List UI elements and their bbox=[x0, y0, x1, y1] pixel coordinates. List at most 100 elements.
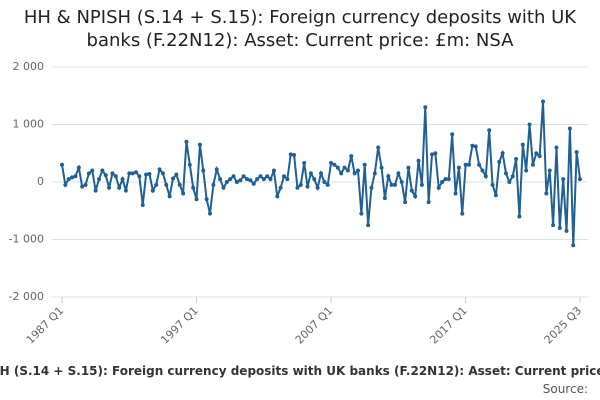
data-point bbox=[83, 182, 88, 187]
data-point bbox=[547, 168, 552, 173]
data-point bbox=[100, 168, 105, 173]
x-tick-label: 1997 Q1 bbox=[158, 304, 201, 347]
data-point bbox=[322, 180, 327, 184]
data-point bbox=[154, 182, 159, 187]
data-point bbox=[480, 168, 485, 173]
data-point bbox=[399, 180, 404, 184]
data-point bbox=[557, 226, 562, 230]
data-point bbox=[117, 185, 122, 190]
data-point bbox=[325, 182, 330, 187]
data-point bbox=[76, 165, 81, 170]
data-point bbox=[127, 171, 132, 176]
data-point bbox=[103, 173, 108, 178]
data-point bbox=[510, 174, 515, 179]
data-point bbox=[574, 150, 579, 155]
data-point bbox=[500, 151, 505, 156]
data-point bbox=[197, 142, 202, 147]
data-point bbox=[231, 174, 236, 179]
data-point bbox=[201, 168, 206, 173]
data-point bbox=[208, 211, 212, 216]
data-point bbox=[376, 145, 381, 150]
data-point bbox=[319, 171, 323, 176]
data-point bbox=[483, 174, 488, 179]
data-point bbox=[332, 162, 337, 167]
data-point bbox=[349, 154, 354, 159]
data-point bbox=[120, 177, 125, 182]
data-point bbox=[356, 168, 360, 173]
data-point bbox=[450, 132, 455, 137]
data-point bbox=[248, 178, 253, 183]
data-point bbox=[60, 162, 64, 167]
data-point bbox=[487, 128, 492, 133]
data-point bbox=[567, 126, 572, 131]
data-point bbox=[315, 185, 320, 190]
data-point bbox=[342, 165, 347, 170]
data-point bbox=[171, 176, 175, 181]
data-point bbox=[245, 177, 249, 182]
data-point bbox=[97, 177, 101, 182]
data-point bbox=[406, 165, 411, 170]
data-point bbox=[63, 182, 68, 187]
data-point bbox=[261, 177, 266, 182]
data-point bbox=[107, 185, 112, 190]
y-tick-label: -2 000 bbox=[9, 290, 44, 303]
x-tick-label: 2017 Q1 bbox=[427, 304, 470, 347]
data-point bbox=[278, 185, 283, 190]
data-point bbox=[362, 162, 367, 167]
data-point bbox=[527, 122, 532, 127]
data-point bbox=[389, 182, 394, 187]
data-point bbox=[228, 177, 233, 182]
data-point bbox=[507, 180, 512, 184]
x-tick-label: 2007 Q1 bbox=[293, 304, 336, 347]
data-point bbox=[134, 170, 138, 175]
data-point bbox=[460, 211, 465, 216]
data-point bbox=[423, 105, 428, 110]
data-point bbox=[416, 158, 421, 163]
data-point bbox=[544, 191, 549, 196]
data-point bbox=[440, 180, 445, 184]
data-point bbox=[164, 182, 169, 187]
data-point bbox=[137, 174, 142, 179]
data-point bbox=[113, 174, 118, 179]
data-point bbox=[140, 203, 145, 207]
data-point bbox=[409, 188, 414, 193]
data-point bbox=[295, 185, 300, 190]
data-point bbox=[335, 165, 340, 170]
data-point bbox=[167, 194, 172, 199]
x-tick-label: 2025 Q3 bbox=[542, 304, 585, 347]
data-point bbox=[174, 172, 179, 177]
data-point bbox=[443, 177, 448, 182]
data-point bbox=[73, 174, 78, 179]
data-point bbox=[308, 171, 313, 176]
data-point bbox=[382, 196, 387, 201]
data-point bbox=[578, 177, 582, 182]
data-point bbox=[93, 188, 98, 193]
data-point bbox=[181, 191, 186, 196]
data-point bbox=[463, 162, 468, 167]
data-point bbox=[282, 174, 286, 179]
data-point bbox=[251, 181, 256, 186]
data-point bbox=[359, 211, 364, 216]
data-point bbox=[537, 154, 542, 159]
data-point bbox=[80, 184, 85, 189]
data-point bbox=[530, 162, 535, 167]
data-point bbox=[554, 145, 559, 150]
data-point bbox=[551, 223, 556, 228]
x-tick-label: 1987 Q1 bbox=[24, 304, 67, 347]
data-point bbox=[541, 99, 545, 104]
data-point bbox=[271, 168, 276, 173]
legend-entry: HH & NPISH (S.14 + S.15): Foreign curren… bbox=[0, 364, 600, 378]
data-point bbox=[241, 174, 246, 179]
data-point bbox=[265, 174, 270, 179]
data-point bbox=[86, 171, 91, 176]
data-point bbox=[204, 197, 209, 202]
data-point bbox=[366, 223, 371, 228]
data-point bbox=[329, 161, 334, 166]
data-point bbox=[110, 171, 115, 176]
data-point bbox=[184, 139, 189, 144]
data-point bbox=[470, 143, 475, 148]
data-point bbox=[436, 185, 441, 190]
data-point bbox=[224, 180, 229, 184]
data-point bbox=[386, 174, 391, 179]
data-point bbox=[214, 167, 219, 172]
